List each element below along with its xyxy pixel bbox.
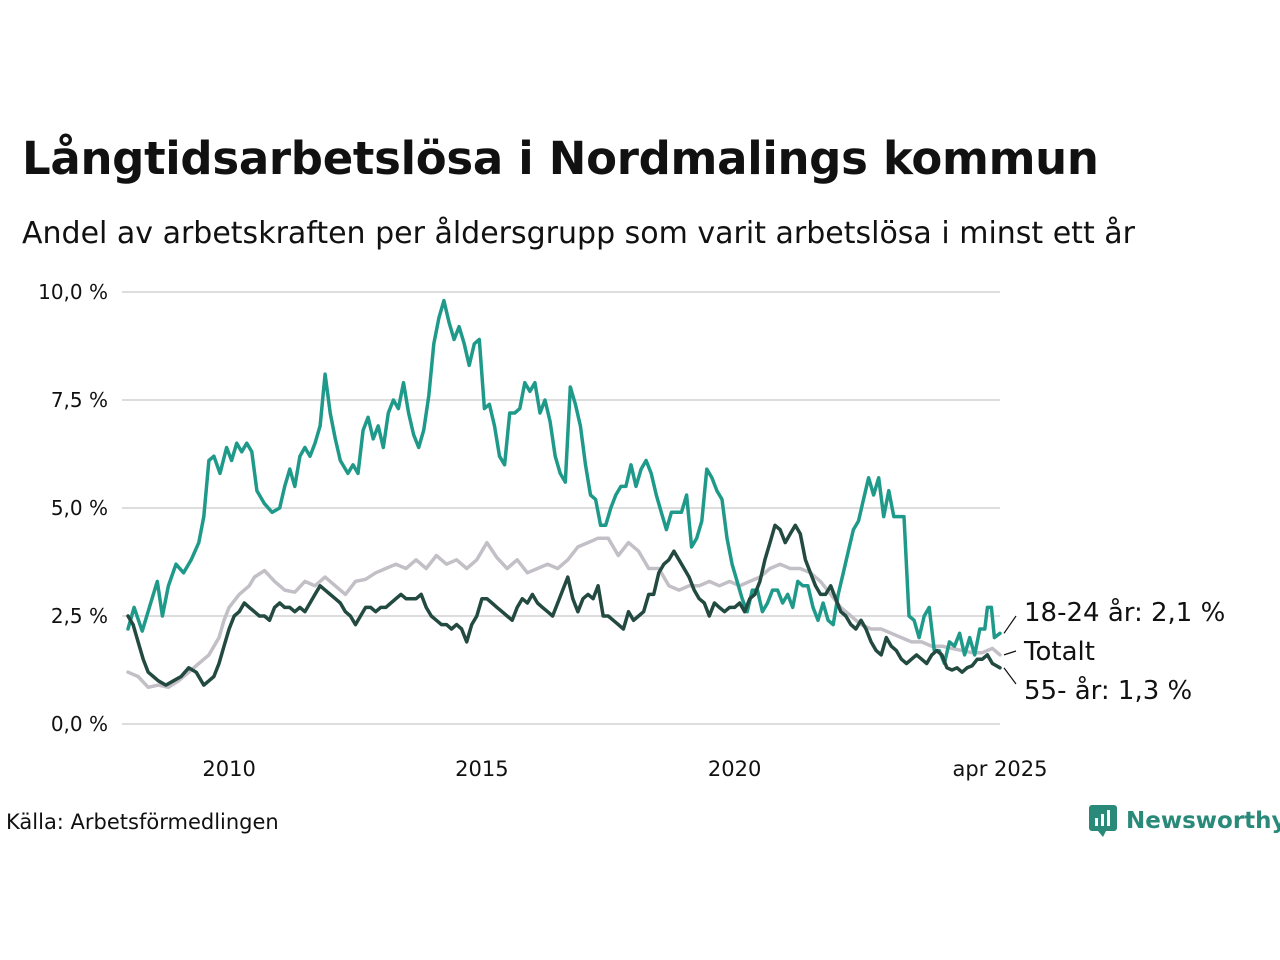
x-tick-label: apr 2025 [953, 757, 1048, 781]
series-line-young [126, 298, 1002, 666]
y-tick-label: 0,0 % [51, 712, 108, 736]
leader-line-total [1003, 650, 1017, 656]
logo-text: Newsworthy [1126, 808, 1280, 834]
newsworthy-logo-icon [1089, 805, 1117, 837]
series-line-old [126, 523, 1002, 687]
chart-subtitle: Andel av arbetskraften per åldersgrupp s… [22, 216, 1135, 251]
newsworthy-logo[interactable]: Newsworthy [1088, 804, 1280, 838]
x-tick-label: 2020 [708, 757, 761, 781]
y-tick-label: 10,0 % [38, 280, 108, 304]
gridlines [122, 291, 1000, 725]
series-lines [126, 298, 1002, 690]
x-tick-label: 2010 [202, 757, 255, 781]
leader-line-young [1003, 615, 1017, 634]
source-note: Källa: Arbetsförmedlingen [6, 810, 279, 834]
x-axis-ticks: 2010 2015 2020 apr 2025 [202, 757, 1047, 781]
end-label-total: Totalt [1023, 637, 1095, 667]
y-axis-ticks: 0,0 % 2,5 % 5,0 % 7,5 % 10,0 % [38, 280, 108, 736]
chart-title: Långtidsarbetslösa i Nordmalings kommun [22, 132, 1099, 185]
leader-line-old [1003, 667, 1017, 685]
end-label-young: 18-24 år: 2,1 % [1024, 597, 1225, 628]
x-tick-label: 2015 [455, 757, 508, 781]
y-tick-label: 7,5 % [51, 388, 108, 412]
y-tick-label: 2,5 % [51, 604, 108, 628]
series-line-total [126, 536, 1002, 690]
end-label-old: 55- år: 1,3 % [1024, 675, 1192, 706]
y-tick-label: 5,0 % [51, 496, 108, 520]
end-labels: 18-24 år: 2,1 % Totalt 55- år: 1,3 % [1003, 597, 1225, 706]
